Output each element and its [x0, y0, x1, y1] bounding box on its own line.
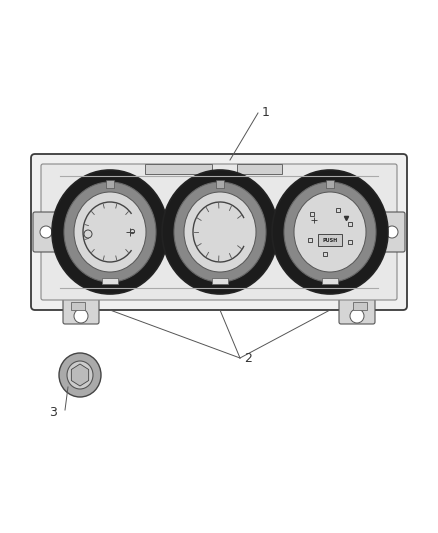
Bar — [326, 180, 334, 188]
Ellipse shape — [52, 170, 168, 294]
FancyBboxPatch shape — [339, 298, 375, 324]
Polygon shape — [71, 364, 88, 386]
Text: 3: 3 — [49, 406, 57, 418]
Ellipse shape — [272, 170, 388, 294]
Bar — [145, 164, 212, 174]
FancyBboxPatch shape — [41, 164, 397, 300]
Bar — [322, 278, 338, 284]
FancyBboxPatch shape — [63, 298, 99, 324]
Circle shape — [350, 309, 364, 323]
Circle shape — [40, 226, 52, 238]
Ellipse shape — [294, 192, 366, 272]
Bar — [106, 180, 114, 188]
Bar — [212, 278, 228, 284]
FancyBboxPatch shape — [379, 212, 405, 252]
Ellipse shape — [74, 192, 146, 272]
Ellipse shape — [174, 182, 266, 282]
Ellipse shape — [67, 361, 93, 389]
Ellipse shape — [284, 182, 376, 282]
Text: 2: 2 — [244, 351, 252, 365]
Ellipse shape — [162, 170, 278, 294]
Circle shape — [386, 226, 398, 238]
Text: 1: 1 — [262, 107, 270, 119]
Bar — [353, 302, 367, 310]
Ellipse shape — [59, 353, 101, 397]
Bar — [318, 234, 342, 246]
Bar — [102, 278, 118, 284]
Ellipse shape — [184, 192, 256, 272]
FancyBboxPatch shape — [33, 212, 59, 252]
Bar — [237, 164, 282, 174]
Bar — [216, 180, 224, 188]
Bar — [71, 302, 85, 310]
Text: PUSH: PUSH — [322, 238, 338, 244]
Circle shape — [74, 309, 88, 323]
Ellipse shape — [64, 182, 156, 282]
FancyBboxPatch shape — [31, 154, 407, 310]
